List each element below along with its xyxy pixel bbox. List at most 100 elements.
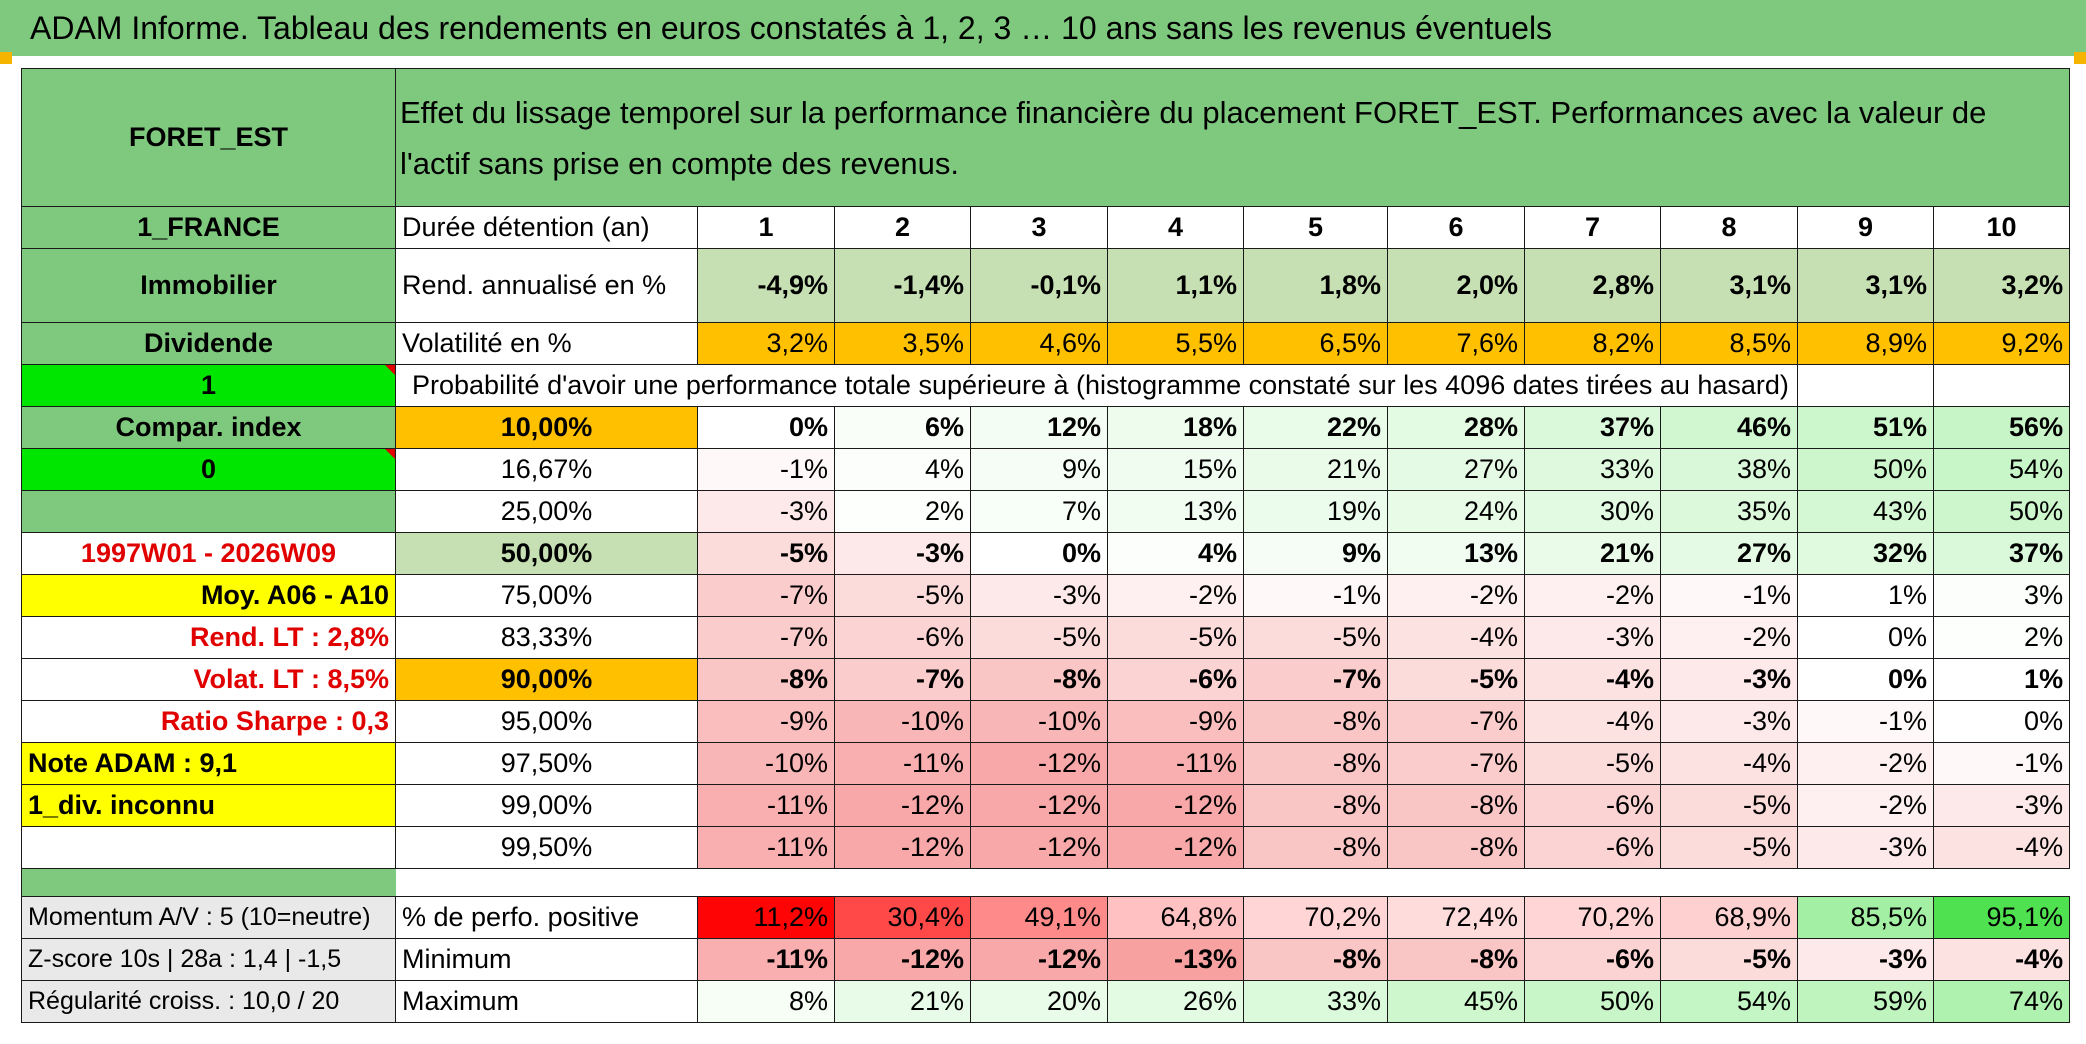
percentile-cell: -3%	[697, 490, 835, 533]
minimum-cell: -6%	[1524, 938, 1661, 981]
return-cell: 2,0%	[1387, 248, 1525, 323]
separator-cell	[21, 868, 396, 897]
percentile-cell: 27%	[1387, 448, 1525, 491]
percentile-cell: 30%	[1524, 490, 1661, 533]
percentile-cell: -11%	[1107, 742, 1244, 785]
percentile-cell: -3%	[1524, 616, 1661, 659]
percentile-cell: -2%	[1107, 574, 1244, 617]
percentile-cell: -3%	[1797, 826, 1934, 869]
adam-score: Note ADAM : 9,1	[21, 742, 396, 785]
percentile-cell: 50%	[1797, 448, 1934, 491]
percentile-cell: -8%	[1243, 826, 1388, 869]
percentile-cell: 19%	[1243, 490, 1388, 533]
percentile-cell: -2%	[1797, 784, 1934, 827]
dividend-input[interactable]: 1	[21, 364, 396, 407]
percentile-cell: 9%	[970, 448, 1108, 491]
volatility-label: Volatilité en %	[395, 322, 698, 365]
blank-cell	[1797, 364, 1934, 407]
percentile-cell: -11%	[697, 784, 835, 827]
volatility-cell: 7,6%	[1387, 322, 1525, 365]
separator-cell	[395, 868, 2070, 897]
sharpe-ratio: Ratio Sharpe : 0,3	[21, 700, 396, 743]
year-header: 5	[1243, 206, 1388, 249]
maximum-cell: 59%	[1797, 980, 1934, 1023]
percentile-cell: -7%	[1243, 658, 1388, 701]
percentile-cell: 4%	[834, 448, 971, 491]
dividend-status: 1_div. inconnu	[21, 784, 396, 827]
percentile-cell: 2%	[834, 490, 971, 533]
blank-cell	[21, 826, 396, 869]
minimum-cell: -13%	[1107, 938, 1244, 981]
percentile-cell: -8%	[1387, 826, 1525, 869]
percentile-cell: 54%	[1932, 448, 2071, 491]
percentile-cell: -3%	[970, 574, 1108, 617]
percentile-cell: 51%	[1797, 406, 1934, 449]
percentile-cell: -10%	[697, 742, 835, 785]
percentile-cell: -12%	[970, 742, 1108, 785]
positive-perf-cell: 30,4%	[834, 896, 971, 939]
year-header: 3	[970, 206, 1108, 249]
asset-name: FORET_EST	[21, 68, 396, 207]
percentile-cell: -5%	[834, 574, 971, 617]
percentile-cell: -4%	[1524, 658, 1661, 701]
compar-index-label: Compar. index	[21, 406, 396, 449]
maximum-cell: 54%	[1660, 980, 1798, 1023]
percentile-cell: -7%	[1387, 700, 1525, 743]
year-header: 7	[1524, 206, 1661, 249]
percentile-cell: 43%	[1797, 490, 1934, 533]
percentile-cell: -8%	[1243, 742, 1388, 785]
minimum-cell: -8%	[1243, 938, 1388, 981]
positive-perf-cell: 64,8%	[1107, 896, 1244, 939]
volatility-cell: 3,2%	[697, 322, 835, 365]
percentile-cell: -11%	[834, 742, 971, 785]
return-cell: 1,8%	[1243, 248, 1388, 323]
percentile-cell: -8%	[1387, 784, 1525, 827]
blank-green-cell	[21, 490, 396, 533]
percentile-level: 99,00%	[395, 784, 698, 827]
percentile-cell: -10%	[970, 700, 1108, 743]
volatility-cell: 8,9%	[1797, 322, 1934, 365]
percentile-cell: -8%	[970, 658, 1108, 701]
percentile-cell: 28%	[1387, 406, 1525, 449]
positive-perf-label: % de perfo. positive	[395, 896, 698, 939]
percentile-cell: -8%	[1243, 784, 1388, 827]
maximum-cell: 21%	[834, 980, 971, 1023]
volatility-cell: 8,2%	[1524, 322, 1661, 365]
percentile-cell: -9%	[697, 700, 835, 743]
table-description: Effet du lissage temporel sur la perform…	[394, 68, 2071, 207]
year-header: 2	[834, 206, 971, 249]
percentile-cell: -2%	[1524, 574, 1661, 617]
year-header: 1	[697, 206, 835, 249]
percentile-cell: -5%	[970, 616, 1108, 659]
percentile-cell: 21%	[1243, 448, 1388, 491]
percentile-cell: -5%	[1243, 616, 1388, 659]
momentum-label: Momentum A/V : 5 (10=neutre)	[21, 896, 396, 939]
return-cell: -0,1%	[970, 248, 1108, 323]
positive-perf-cell: 11,2%	[697, 896, 835, 939]
year-header: 4	[1107, 206, 1244, 249]
average-label: Moy. A06 - A10	[21, 574, 396, 617]
percentile-cell: 38%	[1660, 448, 1798, 491]
percentile-cell: -6%	[1524, 784, 1661, 827]
percentile-cell: -1%	[1797, 700, 1934, 743]
percentile-cell: -12%	[834, 784, 971, 827]
regularity-label: Régularité croiss. : 10,0 / 20	[21, 980, 396, 1023]
volatility-cell: 8,5%	[1660, 322, 1798, 365]
percentile-cell: 7%	[970, 490, 1108, 533]
positive-perf-cell: 72,4%	[1387, 896, 1525, 939]
percentile-cell: -8%	[1243, 700, 1388, 743]
percentile-cell: -6%	[834, 616, 971, 659]
percentile-cell: -4%	[1524, 700, 1661, 743]
percentile-cell: -5%	[697, 532, 835, 575]
percentile-cell: -3%	[834, 532, 971, 575]
percentile-level: 90,00%	[395, 658, 698, 701]
compar-index-input[interactable]: 0	[21, 448, 396, 491]
minimum-cell: -4%	[1932, 938, 2071, 981]
percentile-level: 16,67%	[395, 448, 698, 491]
return-cell: -4,9%	[697, 248, 835, 323]
volatility-cell: 9,2%	[1932, 322, 2071, 365]
percentile-cell: 46%	[1660, 406, 1798, 449]
minimum-cell: -12%	[834, 938, 971, 981]
percentile-cell: -5%	[1660, 826, 1798, 869]
percentile-cell: -7%	[697, 574, 835, 617]
